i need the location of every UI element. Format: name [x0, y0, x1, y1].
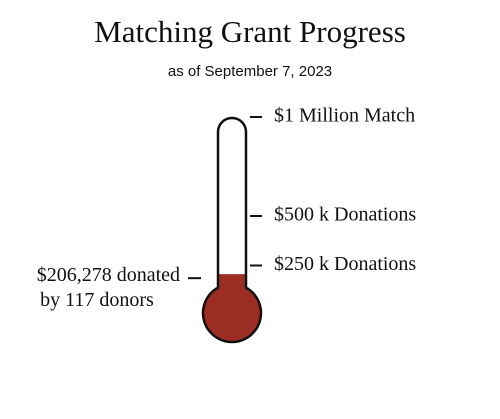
chart-subtitle: as of September 7, 2023: [168, 63, 332, 80]
bulb-fill: [203, 284, 261, 342]
donor-label: by 117 donors: [40, 289, 154, 311]
thermometer-outline: [201, 116, 263, 344]
tick-label: $500 k Donations: [274, 204, 416, 226]
value-label: $206,278 donated: [37, 264, 180, 286]
tick-label: $1 Million Match: [274, 105, 415, 127]
tick-label: $250 k Donations: [274, 253, 416, 275]
chart-title: Matching Grant Progress: [94, 14, 406, 49]
